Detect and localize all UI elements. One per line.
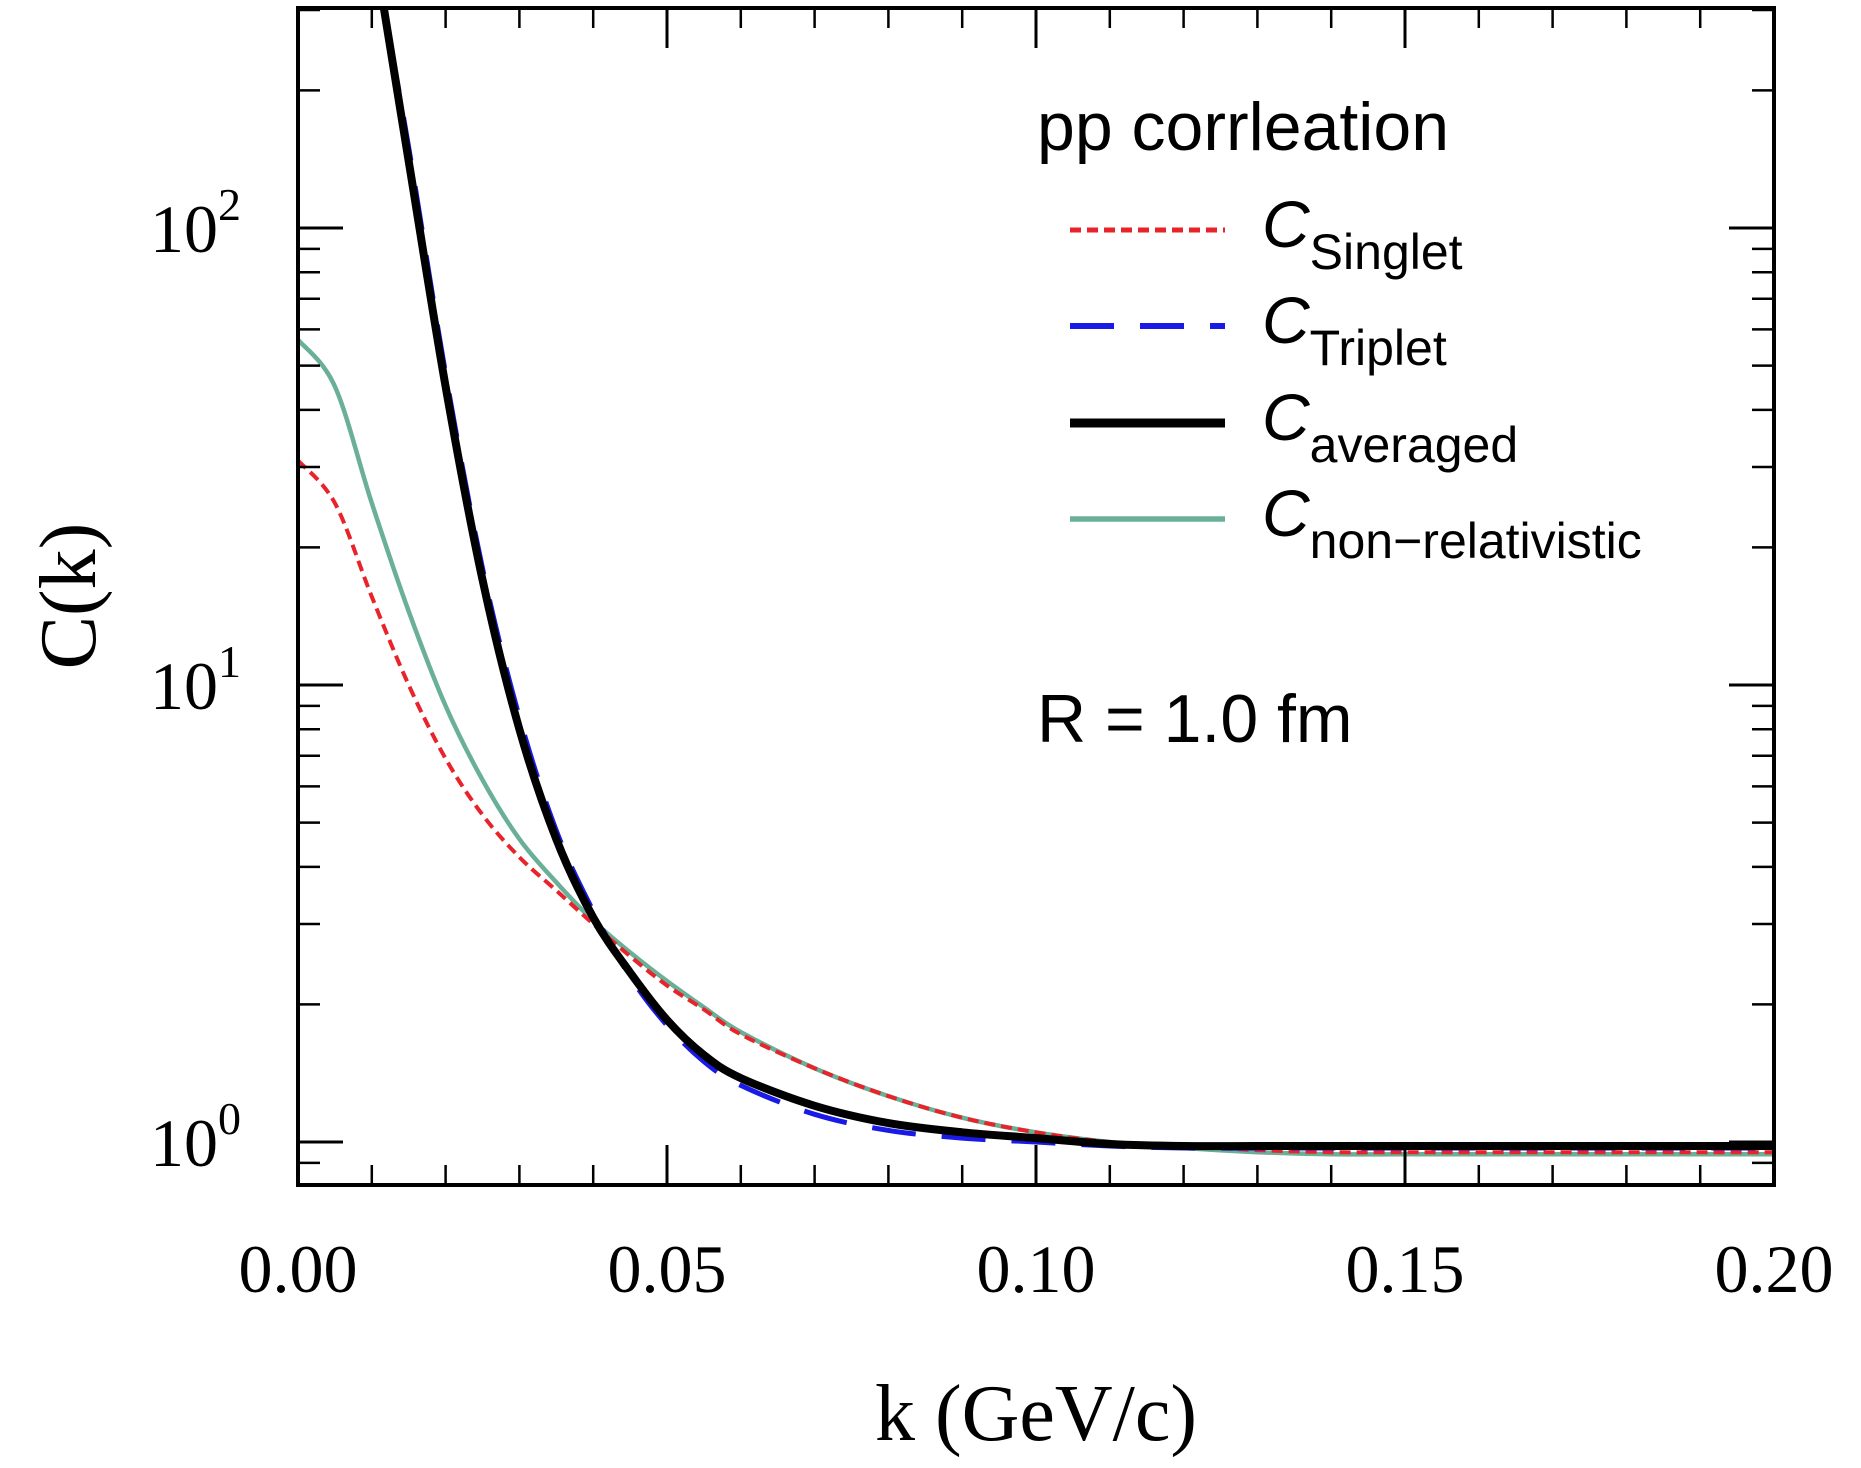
legend-title: pp corrleation xyxy=(1037,89,1449,165)
legend-label: Cnon−relativistic xyxy=(1262,476,1642,569)
x-tick-label: 0.15 xyxy=(1346,1231,1465,1307)
series-layer xyxy=(298,8,1774,1157)
x-tick-label: 0.20 xyxy=(1715,1231,1834,1307)
legend-label: CSinglet xyxy=(1262,187,1463,280)
legend-entry: Cnon−relativistic xyxy=(1070,476,1642,569)
legend-label: Caveraged xyxy=(1262,380,1518,473)
y-axis-title: C(k) xyxy=(25,523,113,670)
legend-label: CTriplet xyxy=(1262,283,1447,376)
x-tick-label: 0.00 xyxy=(239,1231,358,1307)
series-line-averaged xyxy=(379,8,1774,1151)
annotation-radius: R = 1.0 fm xyxy=(1037,681,1353,757)
legend-entry: CSinglet xyxy=(1070,187,1463,280)
tick-layer xyxy=(296,8,1776,1185)
x-tick-label: 0.05 xyxy=(608,1231,727,1307)
legend-entry: Caveraged xyxy=(1070,380,1518,473)
x-axis-title: k (GeV/c) xyxy=(875,1370,1197,1458)
tick-label-layer: 0.00 0.05 0.10 0.15 0.20 100 101 102 xyxy=(150,179,1834,1307)
y-tick-label: 101 xyxy=(150,636,241,724)
legend: pp corrleation CSingletCTripletCaveraged… xyxy=(1037,89,1642,569)
legend-entry: CTriplet xyxy=(1070,283,1447,376)
legend-entries: CSingletCTripletCaveragedCnon−relativist… xyxy=(1070,187,1642,569)
x-tick-label: 0.10 xyxy=(977,1231,1096,1307)
y-tick-label: 102 xyxy=(150,179,241,267)
y-tick-label: 100 xyxy=(150,1093,241,1181)
series-line-singlet xyxy=(298,459,1774,1155)
